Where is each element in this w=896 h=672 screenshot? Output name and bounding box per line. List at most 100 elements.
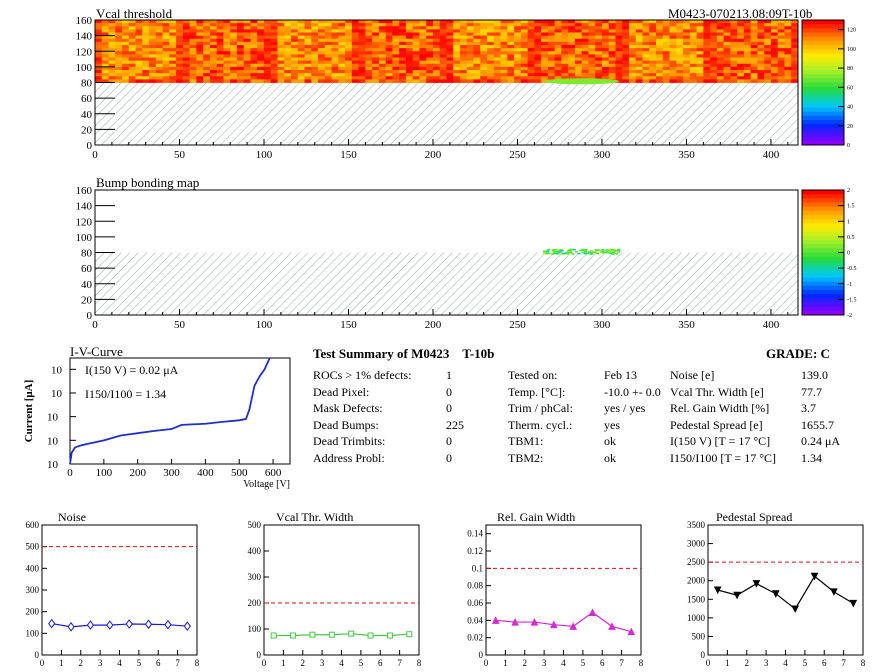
heatmap-cell [270, 66, 278, 71]
heatmap-cell [263, 23, 272, 27]
heatmap-cell [169, 70, 177, 74]
heatmap-cell [662, 29, 670, 33]
colorbar-segment [802, 206, 844, 212]
heatmap-cell [277, 79, 285, 83]
heatmap-cell [554, 41, 562, 46]
heatmap-cell [743, 48, 752, 52]
heatmap-cell [351, 60, 360, 65]
heatmap-cell [169, 63, 177, 68]
heatmap-cell [155, 57, 163, 62]
bump-cell [567, 251, 571, 254]
heatmap-cell [196, 79, 204, 83]
heatmap-cell [568, 23, 576, 27]
heatmap-cell [331, 54, 339, 58]
heatmap-cell [209, 66, 218, 71]
heatmap-cell [432, 54, 441, 58]
heatmap-cell [182, 26, 191, 30]
bump-cell [581, 251, 585, 254]
heatmap-cell [493, 76, 501, 80]
heatmap-cell [345, 32, 353, 37]
heatmap-cell [473, 35, 481, 40]
bump-cell [612, 249, 616, 252]
heatmap-cell [723, 29, 731, 33]
heatmap-cell [493, 57, 501, 62]
heatmap-cell [324, 54, 332, 58]
heatmap-cell [230, 70, 238, 74]
heatmap-cell [683, 60, 691, 65]
heatmap-cell [162, 51, 170, 55]
data-point [752, 580, 761, 588]
heatmap-cell [466, 26, 474, 30]
heatmap-cell [230, 26, 238, 30]
bump-cell [586, 252, 590, 255]
heatmap-cell [791, 57, 799, 62]
heatmap-cell [432, 45, 441, 49]
heatmap-cell [142, 73, 150, 77]
heatmap-cell [358, 32, 366, 37]
heatmap-cell [196, 76, 204, 80]
heatmap-cell [541, 57, 549, 62]
heatmap-cell [392, 29, 400, 33]
x-tick-label: 8 [195, 658, 200, 668]
bump-cell [568, 250, 572, 252]
heatmap-cell [149, 54, 157, 58]
y-tick-label: 0 [257, 650, 262, 660]
heatmap-cell [568, 38, 576, 43]
y-tick-label: 80 [81, 78, 93, 90]
heatmap-cell [662, 66, 670, 71]
heatmap-cell [176, 29, 184, 33]
heatmap-cell [710, 66, 718, 71]
heatmap-cell [547, 51, 556, 55]
summary-value: 77.7 [801, 384, 822, 399]
heatmap-cell [588, 60, 596, 65]
heatmap-cell [669, 45, 677, 49]
heatmap-cell [791, 76, 799, 80]
heatmap-cell [534, 38, 542, 43]
x-tick-label: 2 [79, 658, 84, 668]
heatmap-cell [703, 60, 711, 65]
heatmap-cell [676, 41, 684, 46]
heatmap-cell [507, 70, 515, 74]
heatmap-cell [689, 48, 698, 52]
heatmap-cell [649, 45, 657, 49]
x-tick-label: 0 [92, 149, 98, 161]
heatmap-cell [574, 54, 583, 58]
heatmap-cell [412, 48, 420, 52]
data-point [511, 617, 519, 626]
heatmap-cell [554, 51, 562, 55]
heatmap-cell [291, 57, 299, 62]
heatmap-cell [507, 73, 515, 77]
colorbar-label: -0.5 [847, 266, 857, 272]
heatmap-cell [223, 70, 231, 74]
heatmap-cell [554, 38, 562, 43]
heatmap-cell [689, 23, 698, 27]
heatmap-cell [561, 57, 569, 62]
heatmap-cell [439, 79, 447, 83]
heatmap-cell [95, 26, 103, 30]
heatmap-cell [689, 73, 698, 77]
heatmap-cell [487, 60, 495, 65]
heatmap-cell [169, 73, 177, 77]
heatmap-cell [196, 26, 204, 30]
heatmap-cell [149, 35, 157, 40]
heatmap-cell [764, 70, 772, 74]
heatmap-cell [351, 79, 360, 83]
colorbar-segment [802, 202, 844, 208]
colorbar-segment [802, 40, 844, 46]
heatmap-cell [196, 51, 204, 55]
heatmap-cell [142, 32, 150, 37]
colorbar-label: -1 [847, 282, 852, 288]
heatmap-cell [507, 63, 515, 68]
heatmap-cell [784, 41, 792, 46]
heatmap-cell [372, 38, 380, 43]
heatmap-cell [378, 51, 387, 55]
heatmap-cell [500, 60, 508, 65]
heatmap-cell [203, 23, 211, 27]
colorbar-segment [802, 290, 844, 295]
heatmap-cell [595, 70, 603, 74]
heatmap-cell [676, 32, 684, 37]
heatmap-cell [608, 32, 616, 37]
heatmap-cell [122, 60, 130, 65]
heatmap-cell [777, 29, 785, 33]
heatmap-cell [568, 35, 576, 40]
